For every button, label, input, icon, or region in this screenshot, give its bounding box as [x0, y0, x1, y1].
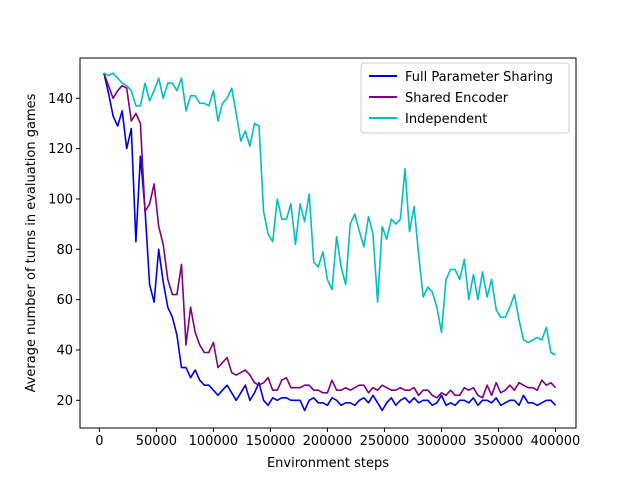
legend-label: Full Parameter Sharing: [405, 70, 553, 85]
legend: Full Parameter Sharing Shared Encoder Inde…: [360, 62, 570, 134]
x-tick-label: 50000: [136, 434, 177, 449]
series-line-2: [103, 72, 556, 356]
x-tick-label: 100000: [189, 434, 239, 449]
y-axis-ticks: 20 40 60 80 100 120 140: [48, 92, 80, 409]
y-tick-label: 60: [56, 293, 73, 308]
x-tick-label: 0: [95, 434, 103, 449]
y-tick-label: 120: [48, 142, 73, 157]
legend-label: Independent: [405, 112, 487, 127]
x-tick-label: 300000: [417, 434, 467, 449]
plot-frame: [79, 57, 577, 429]
x-tick-label: 250000: [360, 434, 410, 449]
y-tick-label: 80: [56, 243, 73, 258]
x-tick-label: 150000: [246, 434, 296, 449]
series-line-0: [103, 72, 557, 412]
x-tick-label: 350000: [474, 434, 524, 449]
y-axis-label: Average number of turns in evaluation ga…: [24, 93, 39, 392]
legend-box: [360, 62, 570, 134]
y-tick-label: 40: [56, 343, 73, 358]
x-axis-label: Environment steps: [267, 456, 389, 471]
y-tick-label: 100: [48, 192, 73, 207]
series-layer: [103, 72, 557, 412]
legend-label: Shared Encoder: [405, 91, 509, 106]
x-tick-label: 400000: [531, 434, 581, 449]
y-tick-label: 140: [48, 92, 73, 107]
x-axis-ticks: 0 50000 100000 150000 200000 250000 300000 3500…: [95, 428, 580, 449]
series-line-1: [103, 72, 557, 399]
x-tick-label: 200000: [303, 434, 353, 449]
y-tick-label: 20: [56, 394, 73, 409]
